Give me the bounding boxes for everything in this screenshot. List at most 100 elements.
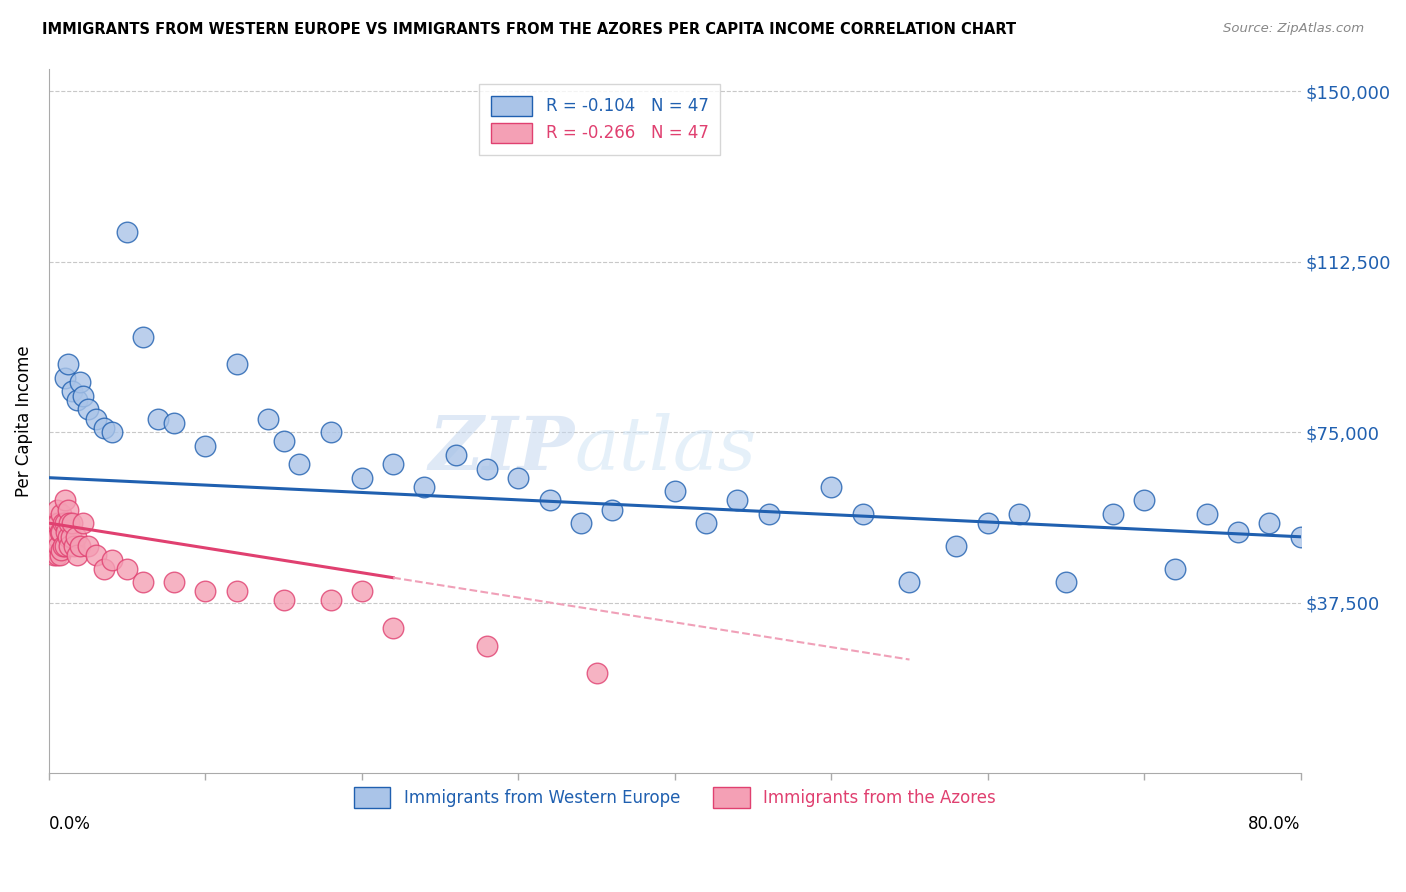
Point [58,539,80,553]
Point [820,480,842,494]
Y-axis label: Per Capita Income: Per Capita Income [15,345,32,497]
Text: 0.0%: 0.0% [49,815,91,833]
Text: 80.0%: 80.0% [1249,815,1301,833]
Point [115,225,138,239]
Point [538,493,561,508]
Point [44,525,66,540]
Point [475,639,498,653]
Point [132,575,155,590]
Point [273,593,295,607]
Point [84,411,107,425]
Point [72,389,94,403]
Point [58,516,80,530]
Point [194,439,217,453]
Point [148,411,170,425]
Text: ZIP: ZIP [429,413,575,485]
Point [48,539,70,553]
Point [1054,575,1077,590]
Point [100,552,122,566]
Point [585,666,607,681]
Point [45,502,67,516]
Point [51,525,73,540]
Point [100,425,122,440]
Point [48,516,70,530]
Point [63,539,86,553]
Point [350,584,373,599]
Point [288,457,311,471]
Point [508,471,530,485]
Point [132,330,155,344]
Point [194,584,217,599]
Point [163,575,186,590]
Point [319,425,342,440]
Point [45,530,67,544]
Point [977,516,1000,530]
Point [84,548,107,562]
Point [55,525,77,540]
Point [65,530,87,544]
Point [77,402,100,417]
Text: IMMIGRANTS FROM WESTERN EUROPE VS IMMIGRANTS FROM THE AZORES PER CAPITA INCOME C: IMMIGRANTS FROM WESTERN EUROPE VS IMMIGR… [42,22,1017,37]
Point [53,539,76,553]
Point [45,548,67,562]
Point [1195,507,1218,521]
Point [945,539,967,553]
Point [115,561,138,575]
Point [225,357,247,371]
Point [758,507,780,521]
Point [93,420,115,434]
Point [77,539,100,553]
Point [319,593,342,607]
Point [56,502,79,516]
Point [51,543,73,558]
Point [569,516,592,530]
Point [382,621,405,635]
Point [72,516,94,530]
Point [53,370,76,384]
Point [413,480,436,494]
Legend: Immigrants from Western Europe, Immigrants from the Azores: Immigrants from Western Europe, Immigran… [347,780,1002,814]
Point [273,434,295,449]
Point [1289,530,1312,544]
Point [59,530,82,544]
Text: atlas: atlas [575,413,756,485]
Point [851,507,873,521]
Point [475,461,498,475]
Point [42,548,65,562]
Point [53,516,76,530]
Point [69,539,91,553]
Point [382,457,405,471]
Point [44,543,66,558]
Point [53,493,76,508]
Point [56,357,79,371]
Point [664,484,686,499]
Point [62,516,84,530]
Point [444,448,467,462]
Text: Source: ZipAtlas.com: Source: ZipAtlas.com [1223,22,1364,36]
Point [41,530,63,544]
Point [1258,516,1281,530]
Point [1227,525,1250,540]
Point [93,561,115,575]
Point [69,375,91,389]
Point [1164,561,1187,575]
Point [66,548,89,562]
Point [51,507,73,521]
Point [725,493,748,508]
Point [225,584,247,599]
Point [1008,507,1031,521]
Point [62,384,84,399]
Point [52,539,75,553]
Point [52,516,75,530]
Point [49,525,72,540]
Point [163,416,186,430]
Point [600,502,623,516]
Point [49,548,72,562]
Point [66,393,89,408]
Point [695,516,717,530]
Point [350,471,373,485]
Point [42,516,65,530]
Point [257,411,280,425]
Point [56,530,79,544]
Point [1133,493,1156,508]
